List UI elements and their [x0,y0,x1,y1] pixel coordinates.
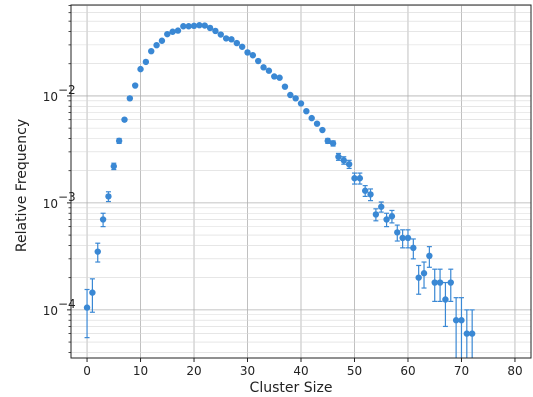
data-point [345,161,353,168]
data-point [447,279,454,286]
data-point [372,211,380,218]
data-point [94,248,101,255]
data-point [137,65,144,73]
x-tick-label: 50 [347,364,362,378]
data-point [303,107,310,115]
x-tick-label: 30 [240,364,255,378]
data-point [126,95,134,102]
data-point [153,41,160,49]
y-tick-exponent: −3 [58,190,76,204]
x-tick-label: 10 [133,364,148,378]
data-point [356,175,364,182]
y-axis-label: Relative Frequency [14,119,30,252]
data-point [238,43,246,50]
data-point [148,47,155,55]
data-point [452,317,460,324]
x-tick-label: 20 [186,364,201,378]
data-point [351,175,358,182]
data-point [260,64,267,71]
data-point [335,153,342,160]
data-point [367,191,374,198]
data-point [174,27,182,34]
y-tick-label: 10 [43,197,58,211]
data-point [244,49,251,56]
data-point [436,279,444,286]
data-point [281,83,289,90]
data-point [276,74,283,81]
data-point [265,67,273,74]
data-point [292,95,299,102]
data-point [142,58,150,66]
data-point [222,35,230,42]
data-point [196,22,203,29]
x-tick-label: 0 [83,364,91,378]
data-points [83,22,476,337]
data-point [249,52,257,59]
data-point [458,317,465,324]
data-point [404,234,412,242]
data-point [206,24,214,32]
data-point [308,114,315,122]
data-point [185,23,192,30]
data-point [420,270,428,277]
data-point [190,22,198,30]
y-tick-exponent: −4 [58,297,76,311]
y-tick-label: 10 [43,90,58,104]
data-point [217,31,224,38]
data-point [340,157,347,164]
data-point [361,187,369,194]
data-point [180,23,187,30]
data-point [255,57,262,65]
data-point [399,234,406,242]
data-point [158,37,166,44]
data-point [468,330,476,337]
data-point [201,22,208,29]
x-tick-label: 60 [400,364,415,378]
data-point [164,30,171,38]
data-point [431,279,438,286]
data-point [212,27,219,35]
data-point [169,28,176,35]
x-axis-label: Cluster Size [250,380,333,396]
data-point [99,216,107,223]
data-point [410,244,417,252]
data-point [319,126,326,134]
data-point [324,137,331,145]
data-point [394,229,401,236]
y-tick-label: 10 [43,304,58,318]
data-point [287,91,294,99]
data-point [463,330,471,337]
data-point [233,39,241,47]
data-point [110,163,117,170]
data-point [329,140,337,147]
data-point [313,120,321,127]
data-point [383,216,390,223]
data-point [121,116,128,123]
y-axis-ticks: 10−410−310−2 [43,5,76,353]
data-point [442,296,449,303]
data-point [426,252,433,260]
x-tick-label: 40 [293,364,308,378]
data-point [378,203,385,210]
x-tick-label: 70 [454,364,469,378]
data-point [89,289,96,296]
data-point [415,274,422,281]
data-point [115,137,123,145]
data-point [228,36,235,43]
y-tick-exponent: −2 [58,83,76,97]
x-axis-ticks: 0 10 20 30 40 50 60 70 80 [83,358,523,378]
x-tick-label: 80 [507,364,522,378]
data-point [297,100,305,107]
data-point [131,82,139,89]
data-point [105,193,112,200]
data-point [388,213,396,220]
data-point [271,73,278,80]
data-point [83,304,91,311]
